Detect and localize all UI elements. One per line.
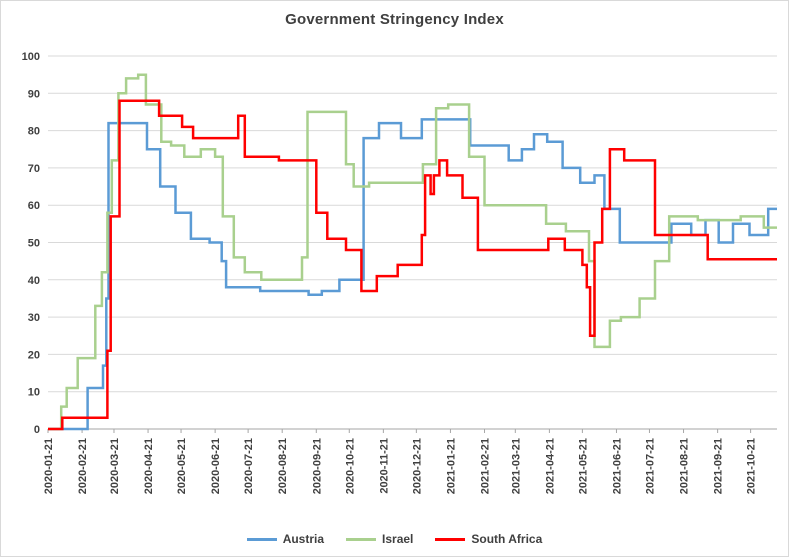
x-tick-label: 2021-05-21 xyxy=(577,438,589,494)
legend-item-austria[interactable]: Austria xyxy=(246,532,325,546)
x-tick-label: 2021-04-21 xyxy=(544,438,556,494)
legend-label-austria: Austria xyxy=(282,532,325,546)
series-line-south-africa xyxy=(48,99,777,431)
legend-item-israel[interactable]: Israel xyxy=(346,532,413,546)
y-tick-label: 70 xyxy=(28,163,40,175)
x-tick-label: 2020-03-21 xyxy=(109,438,121,494)
legend-label-israel: Israel xyxy=(382,532,414,546)
y-tick-label: 20 xyxy=(28,349,40,361)
legend-swatch-israel xyxy=(346,537,377,541)
y-tick-label: 50 xyxy=(28,238,40,250)
y-tick-label: 80 xyxy=(28,126,40,138)
legend-swatch-austria xyxy=(246,537,277,541)
legend: Austria Israel South Africa xyxy=(1,532,788,546)
legend-label-south-africa: South Africa xyxy=(471,532,543,546)
x-tick-label: 2020-07-21 xyxy=(243,438,255,494)
x-tick-label: 2021-09-21 xyxy=(713,438,725,494)
x-tick-label: 2021-01-21 xyxy=(445,438,457,494)
chart-title: Government Stringency Index xyxy=(285,11,504,28)
x-tick-label: 2021-10-21 xyxy=(746,438,758,494)
x-tick-label: 2021-02-21 xyxy=(480,438,492,494)
y-tick-label: 60 xyxy=(28,200,40,212)
y-tick-label: 30 xyxy=(28,312,40,324)
x-tick-label: 2020-04-21 xyxy=(143,438,155,494)
legend-swatch-south-africa xyxy=(435,537,466,541)
x-tick-label: 2021-08-21 xyxy=(679,438,691,494)
y-tick-label: 40 xyxy=(28,275,40,287)
x-tick-label: 2021-07-21 xyxy=(644,438,656,494)
x-tick-label: 2020-01-21 xyxy=(43,438,55,494)
y-tick-label: 90 xyxy=(28,88,40,100)
x-tick-label: 2021-06-21 xyxy=(611,438,623,494)
series-line-israel xyxy=(48,73,777,431)
x-tick-label: 2020-05-21 xyxy=(176,438,188,494)
x-tick-label: 2020-06-21 xyxy=(210,438,222,494)
x-tick-label: 2020-11-21 xyxy=(378,438,390,494)
series-line-austria xyxy=(48,118,777,431)
y-tick-label: 100 xyxy=(22,51,40,63)
x-tick-label: 2020-10-21 xyxy=(344,438,356,494)
x-tick-label: 2021-03-21 xyxy=(510,438,522,494)
y-tick-label: 10 xyxy=(28,387,40,399)
y-tick-label: 0 xyxy=(34,424,40,436)
legend-item-south-africa[interactable]: South Africa xyxy=(435,532,542,546)
x-tick-label: 2020-08-21 xyxy=(277,438,289,494)
x-tick-label: 2020-02-21 xyxy=(77,438,89,494)
x-tick-label: 2020-09-21 xyxy=(311,438,323,494)
x-tick-label: 2020-12-21 xyxy=(411,438,423,494)
